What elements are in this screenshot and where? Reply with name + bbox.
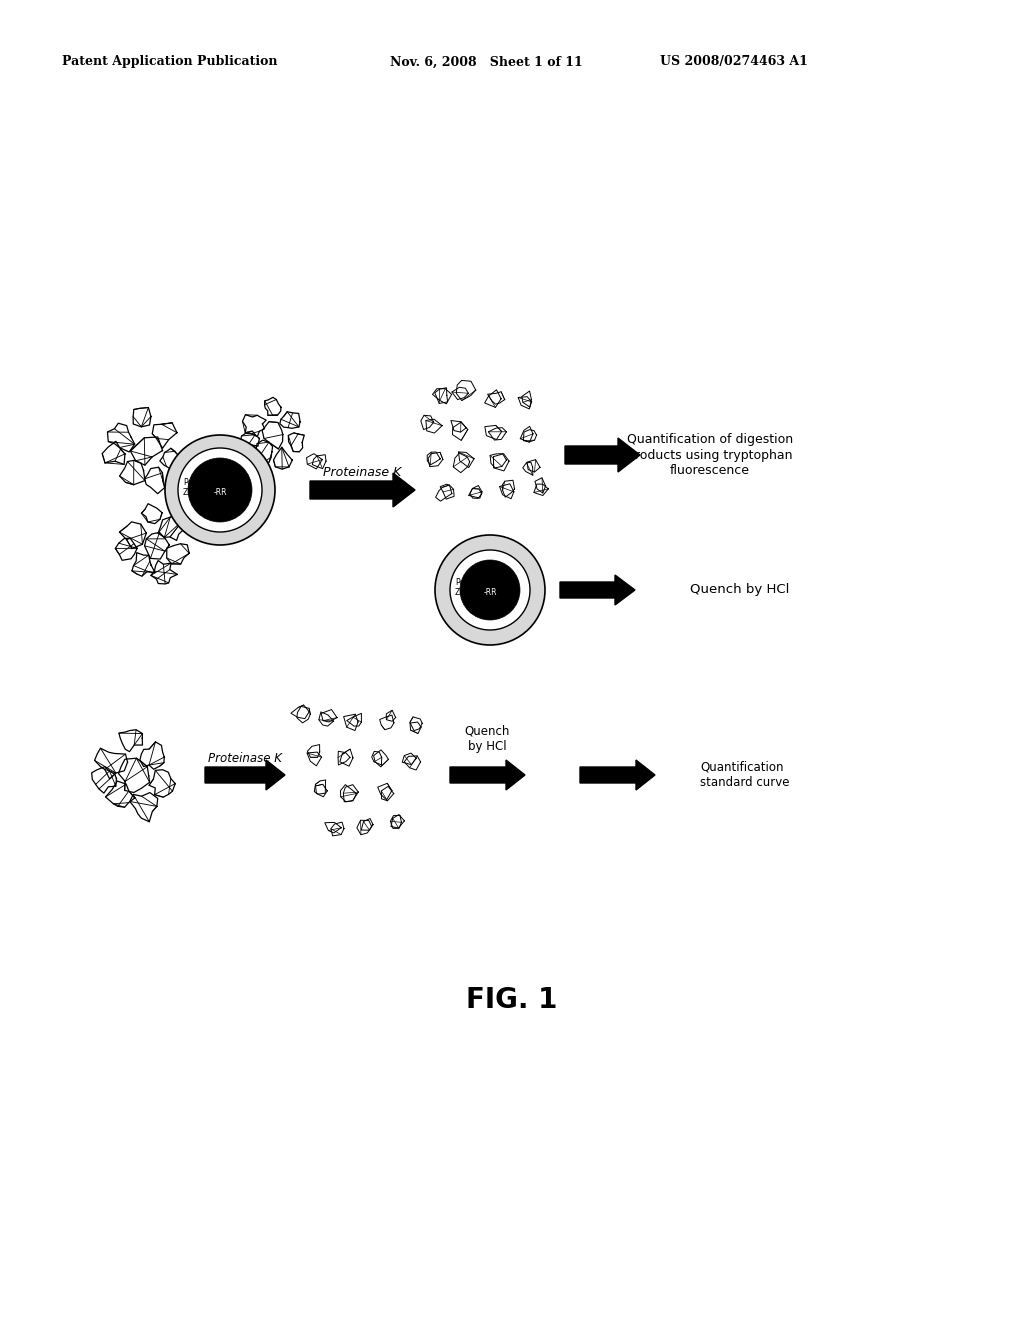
Circle shape bbox=[188, 458, 252, 521]
Text: FIG. 1: FIG. 1 bbox=[466, 986, 558, 1014]
Polygon shape bbox=[205, 760, 285, 789]
Circle shape bbox=[450, 550, 530, 630]
Text: Polymer: Polymer bbox=[183, 478, 214, 487]
Polygon shape bbox=[310, 473, 415, 507]
Text: ZnS: ZnS bbox=[183, 488, 198, 498]
Text: ZnS: ZnS bbox=[455, 587, 470, 597]
Circle shape bbox=[460, 560, 520, 620]
Polygon shape bbox=[565, 438, 640, 473]
Polygon shape bbox=[450, 760, 525, 789]
Text: -RR: -RR bbox=[213, 488, 226, 498]
Circle shape bbox=[165, 436, 275, 545]
Text: Polymer: Polymer bbox=[455, 578, 486, 587]
Text: Quantification
standard curve: Quantification standard curve bbox=[700, 762, 790, 789]
Text: Quantification of digestion
products using tryptophan
fluorescence: Quantification of digestion products usi… bbox=[627, 433, 793, 477]
Text: US 2008/0274463 A1: US 2008/0274463 A1 bbox=[660, 55, 808, 69]
Text: Quench
by HCl: Quench by HCl bbox=[464, 725, 510, 752]
Circle shape bbox=[178, 447, 262, 532]
Text: Proteinase K: Proteinase K bbox=[323, 466, 401, 479]
Text: Proteinase K: Proteinase K bbox=[208, 751, 282, 764]
Text: Patent Application Publication: Patent Application Publication bbox=[62, 55, 278, 69]
Polygon shape bbox=[560, 576, 635, 605]
Text: -RR: -RR bbox=[483, 587, 497, 597]
Polygon shape bbox=[580, 760, 655, 789]
Circle shape bbox=[435, 535, 545, 645]
Text: Quench by HCl: Quench by HCl bbox=[690, 583, 790, 597]
Text: Nov. 6, 2008   Sheet 1 of 11: Nov. 6, 2008 Sheet 1 of 11 bbox=[390, 55, 583, 69]
